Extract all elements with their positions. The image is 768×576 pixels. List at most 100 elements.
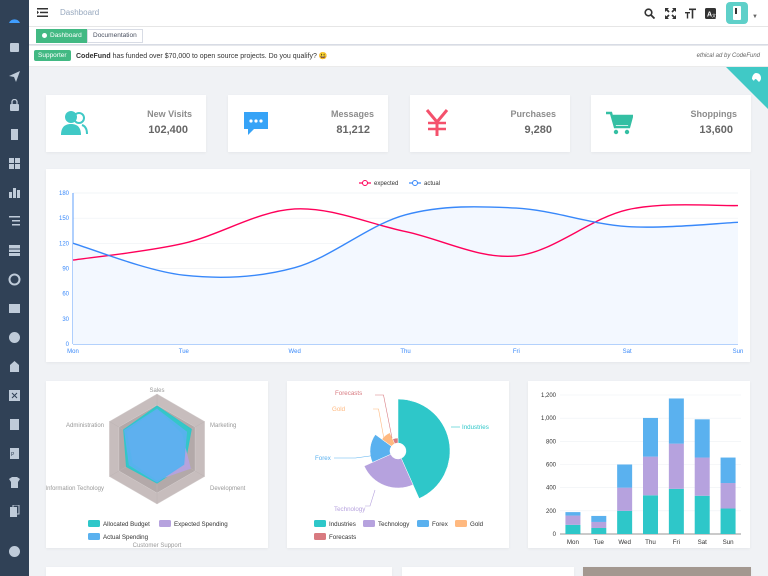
radar-indicator-label: Information Techology — [46, 486, 104, 492]
error-icon[interactable] — [8, 331, 21, 344]
series-area — [73, 206, 738, 344]
search-icon[interactable] — [644, 8, 655, 19]
line-chart[interactable]: 0 30 60 90 120 150 180 Mon Tue Wed Thu Fri Sat Sun exp… — [46, 169, 750, 362]
x-tick-label: Fri — [673, 539, 680, 546]
legend-marker — [412, 180, 418, 186]
sidebar: P — [0, 0, 29, 576]
avatar[interactable] — [726, 2, 748, 24]
nested-icon[interactable] — [8, 215, 21, 228]
svg-text:文: 文 — [712, 12, 716, 18]
hamburger-icon[interactable] — [37, 7, 48, 18]
legend-marker — [362, 180, 368, 186]
y-tick-label: 600 — [546, 463, 557, 469]
tag-dashboard[interactable]: Dashboard — [36, 29, 88, 43]
theme-icon-glyph — [9, 477, 20, 488]
x-tick-label: Fri — [513, 349, 520, 355]
bar-Forex — [565, 512, 581, 516]
i18n-icon[interactable] — [8, 545, 21, 558]
bar-Industries — [668, 488, 684, 534]
radar-chart[interactable]: Sales Administration Information Techology… — [45, 381, 268, 549]
legend-swatch — [88, 533, 100, 540]
legend-label: Forecasts — [329, 534, 356, 541]
bar-Technology — [694, 457, 710, 496]
documentation-icon[interactable] — [8, 41, 21, 54]
ad-text[interactable]: CodeFund has funded over $70,000 to open… — [76, 52, 328, 60]
breadcrumb[interactable]: Dashboard — [60, 8, 100, 17]
stat-label: Shoppings — [690, 109, 738, 119]
ad-credit[interactable]: ethical ad by CodeFund — [696, 53, 760, 59]
bar-Forex — [643, 417, 658, 457]
svg-text:A: A — [707, 12, 712, 19]
stat-card-purchases[interactable]: Purchases 9,280 — [410, 95, 570, 152]
bar-chart[interactable]: 0 200 400 600 800 1,000 1,200 Mon Tue Wed Thu Fri Sa… — [528, 381, 750, 548]
icons-icon[interactable] — [8, 128, 21, 141]
pie-slice-Technology — [363, 453, 414, 489]
radar-indicator-label: Sales — [149, 388, 164, 394]
zip-icon[interactable] — [8, 418, 21, 431]
stat-value: 102,400 — [148, 124, 188, 136]
charts-icon-glyph — [9, 188, 20, 198]
legend-label: actual — [424, 181, 440, 187]
stat-card-messages[interactable]: Messages 81,212 — [228, 95, 388, 152]
legend-swatch — [88, 520, 100, 527]
dashboard-icon[interactable] — [8, 12, 21, 25]
y-tick-label: 60 — [62, 292, 69, 298]
excel-icon-glyph — [9, 390, 20, 401]
dashboard-icon-glyph — [9, 19, 20, 23]
permission-icon[interactable] — [8, 98, 21, 112]
excel-icon[interactable] — [8, 389, 21, 402]
avatar-icon — [733, 6, 741, 20]
table-icon[interactable] — [8, 244, 21, 257]
stat-value: 13,600 — [699, 124, 733, 136]
y-tick-label: 400 — [546, 486, 557, 492]
tab-icon[interactable] — [8, 302, 21, 315]
github-corner-icon[interactable] — [726, 67, 768, 109]
ad-bar: Supporter CodeFund has funded over $70,0… — [29, 46, 768, 67]
i18n-icon-glyph — [9, 546, 20, 557]
y-tick-label: 90 — [62, 267, 69, 273]
bar-Industries — [617, 510, 633, 534]
example-icon[interactable] — [8, 273, 21, 286]
zip-icon-glyph — [10, 419, 19, 430]
legend-label: Gold — [470, 521, 484, 528]
pdf-icon[interactable]: P — [8, 447, 21, 460]
clipboard-icon[interactable] — [8, 504, 21, 518]
stat-card-new-visits[interactable]: New Visits 102,400 — [46, 95, 206, 152]
radar-chart-card: Sales Administration Information Techology… — [45, 381, 268, 549]
transaction-table-card — [46, 567, 392, 576]
radar-indicator-label: Development — [210, 486, 246, 492]
theme-icon[interactable] — [8, 476, 21, 489]
tag-documentation[interactable]: Documentation — [87, 29, 143, 43]
supporter-badge[interactable]: Supporter — [34, 50, 71, 61]
components-icon[interactable] — [8, 157, 21, 170]
charts-icon[interactable] — [8, 186, 21, 199]
x-tick-label: Sun — [723, 539, 735, 546]
guide-icon[interactable] — [8, 70, 21, 83]
bar-Technology — [591, 521, 607, 528]
pie-slice-Forecasts — [392, 437, 399, 445]
money-icon — [425, 109, 449, 136]
y-tick-label: 0 — [553, 532, 557, 538]
ad-brand: CodeFund — [76, 53, 111, 60]
y-tick-label: 800 — [546, 439, 557, 445]
bar-Technology — [565, 515, 581, 525]
error-log-icon[interactable] — [8, 360, 21, 373]
stat-label: Messages — [330, 109, 374, 119]
legend-label: Actual Spending — [103, 534, 149, 541]
size-icon[interactable] — [685, 8, 696, 19]
fullscreen-icon[interactable] — [665, 8, 676, 19]
bar-Forex — [591, 515, 607, 522]
chevron-down-icon[interactable]: ▼ — [752, 14, 758, 20]
stat-card-shoppings[interactable]: Shoppings 13,600 — [591, 95, 751, 152]
pie-slice-Industries — [397, 398, 451, 499]
stat-value: 9,280 — [524, 124, 552, 136]
pie-slice-label: Gold — [332, 406, 346, 413]
legend-swatch — [314, 520, 326, 527]
guide-icon-glyph — [9, 71, 20, 82]
legend-label: Expected Spending — [174, 521, 228, 528]
x-tick-label: Wed — [289, 349, 301, 355]
radar-indicator-label: Customer Support — [133, 543, 182, 548]
stat-label: Purchases — [510, 109, 556, 119]
pie-chart[interactable]: Industries Technology Forex Gold Forecasts In… — [287, 381, 509, 548]
